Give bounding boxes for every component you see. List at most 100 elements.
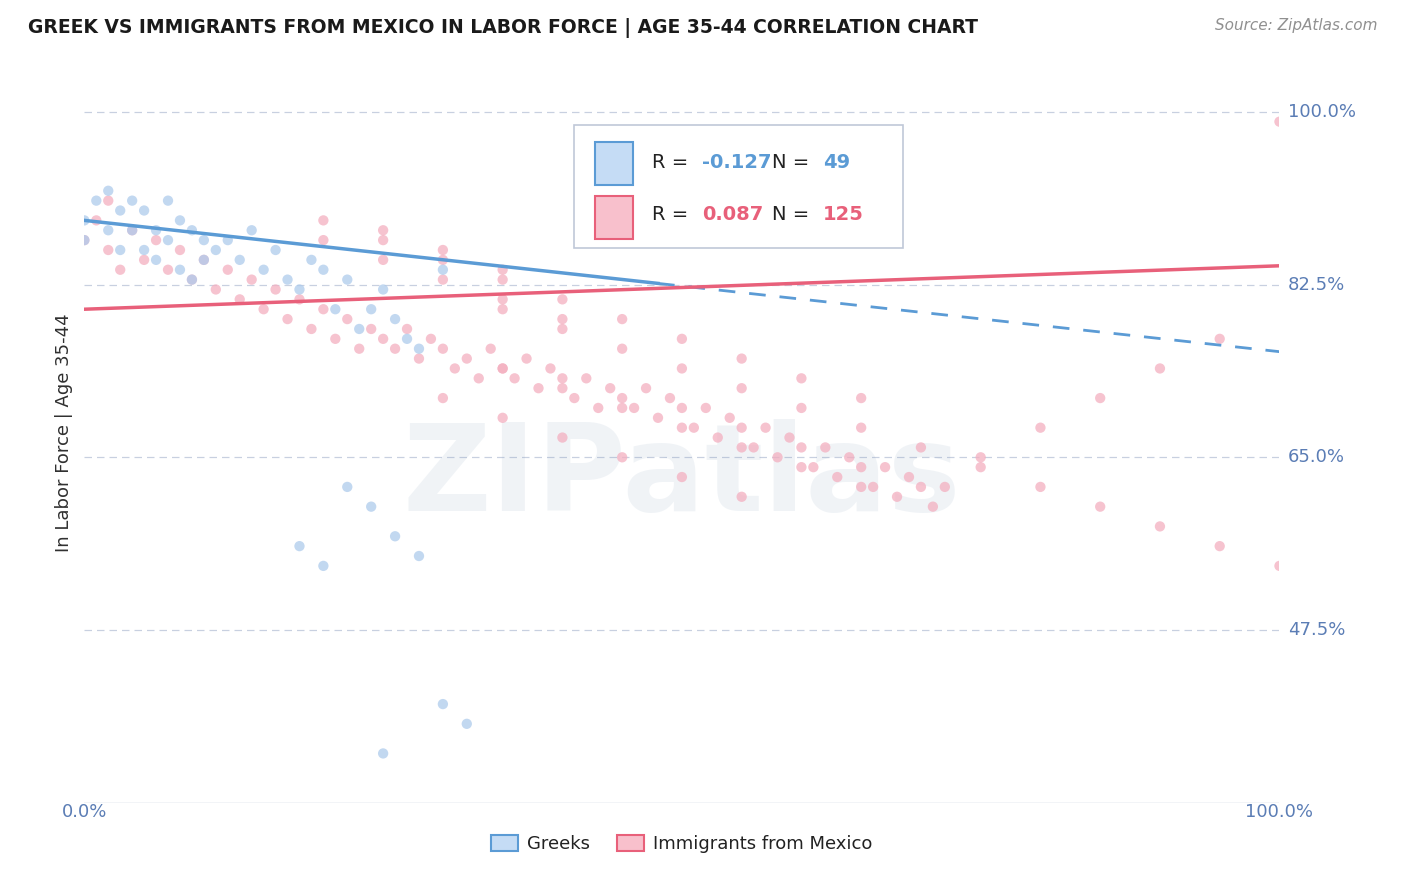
Point (97, 223, 120, 237)
Point (551, 312, 574, 326)
Point (695, 401, 717, 415)
Point (420, 332, 443, 346)
Point (456, 716, 478, 731)
Y-axis label: In Labor Force | Age 35-44: In Labor Force | Age 35-44 (55, 313, 73, 552)
Point (408, 549, 430, 563)
Point (731, 441, 754, 455)
Point (612, 391, 634, 405)
Point (217, 262, 239, 277)
Point (157, 262, 180, 277)
Point (408, 342, 430, 356)
Text: 82.5%: 82.5% (1288, 276, 1346, 293)
Point (790, 401, 813, 415)
Point (456, 351, 478, 366)
Point (432, 342, 454, 356)
Text: R =: R = (652, 153, 695, 172)
Point (671, 470, 693, 484)
Point (277, 272, 299, 286)
Point (110, 262, 132, 277)
Point (492, 302, 515, 317)
Point (169, 262, 191, 277)
Point (731, 351, 754, 366)
Point (503, 371, 526, 385)
Point (193, 252, 215, 267)
Text: N =: N = (772, 204, 815, 224)
Point (551, 293, 574, 307)
Point (492, 361, 515, 376)
Point (205, 243, 228, 257)
Point (444, 361, 467, 376)
Point (336, 312, 359, 326)
Point (432, 391, 454, 405)
Point (803, 460, 825, 475)
Point (647, 410, 669, 425)
Point (229, 293, 252, 307)
Point (264, 283, 287, 297)
Point (229, 252, 252, 267)
Point (910, 480, 932, 494)
Point (599, 381, 621, 395)
Point (790, 371, 813, 385)
Point (671, 361, 693, 376)
FancyBboxPatch shape (595, 142, 633, 185)
Point (612, 401, 634, 415)
Point (121, 223, 143, 237)
Point (827, 470, 849, 484)
Point (588, 401, 610, 415)
Text: 0.087: 0.087 (702, 204, 763, 224)
Point (910, 441, 932, 455)
Point (396, 332, 419, 346)
Point (814, 441, 837, 455)
Point (1209, 539, 1232, 553)
Text: R =: R = (652, 204, 695, 224)
Point (922, 500, 945, 514)
Point (612, 342, 634, 356)
Point (132, 203, 156, 218)
Point (373, 252, 395, 267)
Point (1149, 361, 1171, 376)
Point (432, 252, 454, 267)
Point (875, 460, 897, 475)
Point (886, 490, 908, 504)
Point (349, 322, 371, 336)
Point (516, 351, 538, 366)
Point (181, 272, 204, 286)
Point (132, 243, 156, 257)
Point (1268, 114, 1291, 128)
Point (110, 203, 132, 218)
Point (325, 332, 347, 346)
Point (121, 223, 143, 237)
Point (312, 558, 335, 573)
Point (301, 252, 323, 267)
Point (181, 223, 204, 237)
Point (1029, 480, 1052, 494)
Text: -0.127: -0.127 (702, 153, 772, 172)
Point (790, 460, 813, 475)
Legend: Greeks, Immigrants from Mexico: Greeks, Immigrants from Mexico (484, 828, 880, 861)
Point (862, 480, 884, 494)
Point (336, 480, 359, 494)
Point (468, 371, 491, 385)
Point (97, 194, 120, 208)
Point (551, 371, 574, 385)
Point (623, 401, 645, 415)
Point (336, 272, 359, 286)
Point (145, 223, 167, 237)
Point (145, 252, 167, 267)
Point (193, 233, 215, 247)
Point (240, 272, 263, 286)
Point (970, 450, 993, 465)
Point (145, 233, 167, 247)
Point (73, 233, 96, 247)
Point (551, 431, 574, 445)
Point (564, 391, 586, 405)
FancyBboxPatch shape (575, 126, 903, 247)
Point (193, 252, 215, 267)
Point (86, 194, 108, 208)
Point (264, 243, 287, 257)
Point (659, 391, 682, 405)
Point (612, 450, 634, 465)
Point (169, 213, 191, 227)
Point (851, 391, 873, 405)
Point (838, 450, 860, 465)
